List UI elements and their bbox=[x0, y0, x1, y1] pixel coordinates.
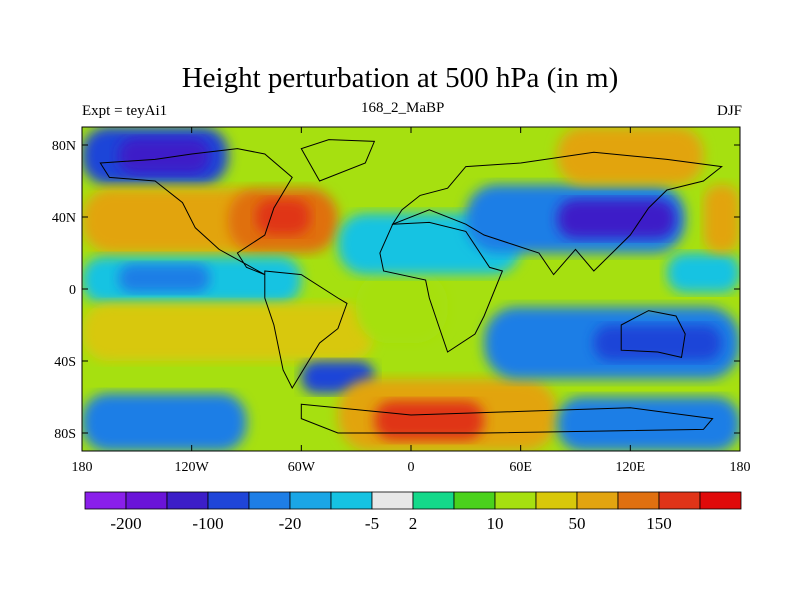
colorbar-label: 10 bbox=[487, 514, 504, 533]
x-tick-label: 60W bbox=[288, 460, 316, 475]
colorbar-swatch bbox=[617, 491, 660, 510]
colorbar-swatch bbox=[658, 491, 701, 510]
contour-region bbox=[557, 199, 677, 239]
colorbar-label: 50 bbox=[569, 514, 586, 533]
colorbar-swatch bbox=[289, 491, 332, 510]
contour-field bbox=[82, 127, 740, 451]
contour-region bbox=[356, 271, 448, 343]
contour-region bbox=[118, 137, 210, 174]
x-tick-label: 180 bbox=[72, 460, 93, 475]
colorbar-swatch bbox=[576, 491, 619, 510]
colorbar-swatch bbox=[699, 491, 742, 510]
right-subtitle: DJF bbox=[716, 103, 742, 119]
coastline bbox=[391, 151, 723, 276]
colorbar: -200 -100 -20 -5 2 10 50 150 bbox=[84, 491, 742, 533]
colorbar-swatch bbox=[330, 491, 373, 510]
y-tick-label: 40S bbox=[54, 355, 76, 370]
y-tick-label: 40N bbox=[52, 211, 76, 226]
x-tick-label: 120E bbox=[616, 460, 646, 475]
colorbar-label: 2 bbox=[409, 514, 418, 533]
contour-region bbox=[666, 253, 740, 293]
x-axis: 180 120W 60W 0 60E 120E 180 bbox=[72, 127, 751, 475]
colorbar-label: 150 bbox=[646, 514, 672, 533]
coastline bbox=[379, 221, 504, 353]
y-tick-label: 80N bbox=[52, 139, 76, 154]
contour-region bbox=[255, 199, 311, 235]
y-tick-label: 80S bbox=[54, 427, 76, 442]
contour-region bbox=[703, 184, 740, 253]
colorbar-label: -200 bbox=[110, 514, 141, 533]
y-axis: 80N 40N 0 40S 80S bbox=[52, 139, 740, 442]
coastline bbox=[99, 148, 293, 276]
colorbar-swatch bbox=[84, 491, 127, 510]
contour-region bbox=[374, 400, 485, 441]
colorbar-swatch bbox=[166, 491, 209, 510]
colorbar-swatch bbox=[371, 491, 414, 510]
coastline bbox=[264, 270, 348, 390]
contour-region bbox=[82, 303, 375, 361]
left-subtitle: Expt = teyAi1 bbox=[82, 103, 168, 119]
chart-title: Height perturbation at 500 hPa (in m) bbox=[181, 62, 619, 94]
colorbar-swatch bbox=[535, 491, 578, 510]
y-tick-label: 0 bbox=[69, 283, 76, 298]
contour-region bbox=[82, 393, 247, 451]
colorbar-swatch bbox=[453, 491, 496, 510]
coastline-outline bbox=[99, 139, 723, 434]
colorbar-swatch bbox=[412, 491, 455, 510]
x-tick-label: 0 bbox=[408, 460, 415, 475]
coastline bbox=[300, 139, 376, 182]
colorbar-swatch bbox=[248, 491, 291, 510]
x-tick-label: 60E bbox=[509, 460, 532, 475]
colorbar-label: -5 bbox=[365, 514, 379, 533]
contour-region bbox=[82, 188, 265, 253]
coastline bbox=[300, 403, 714, 434]
contour-region bbox=[593, 325, 722, 361]
x-tick-label: 180 bbox=[730, 460, 751, 475]
x-tick-label: 120W bbox=[175, 460, 210, 475]
coastline bbox=[620, 310, 686, 359]
contour-region bbox=[557, 397, 740, 451]
contour-region bbox=[118, 263, 210, 293]
colorbar-label: -100 bbox=[192, 514, 223, 533]
center-subtitle: 168_2_MaBP bbox=[361, 100, 445, 116]
colorbar-swatch bbox=[125, 491, 168, 510]
colorbar-swatch bbox=[494, 491, 537, 510]
colorbar-swatch bbox=[207, 491, 250, 510]
colorbar-label: -20 bbox=[279, 514, 302, 533]
